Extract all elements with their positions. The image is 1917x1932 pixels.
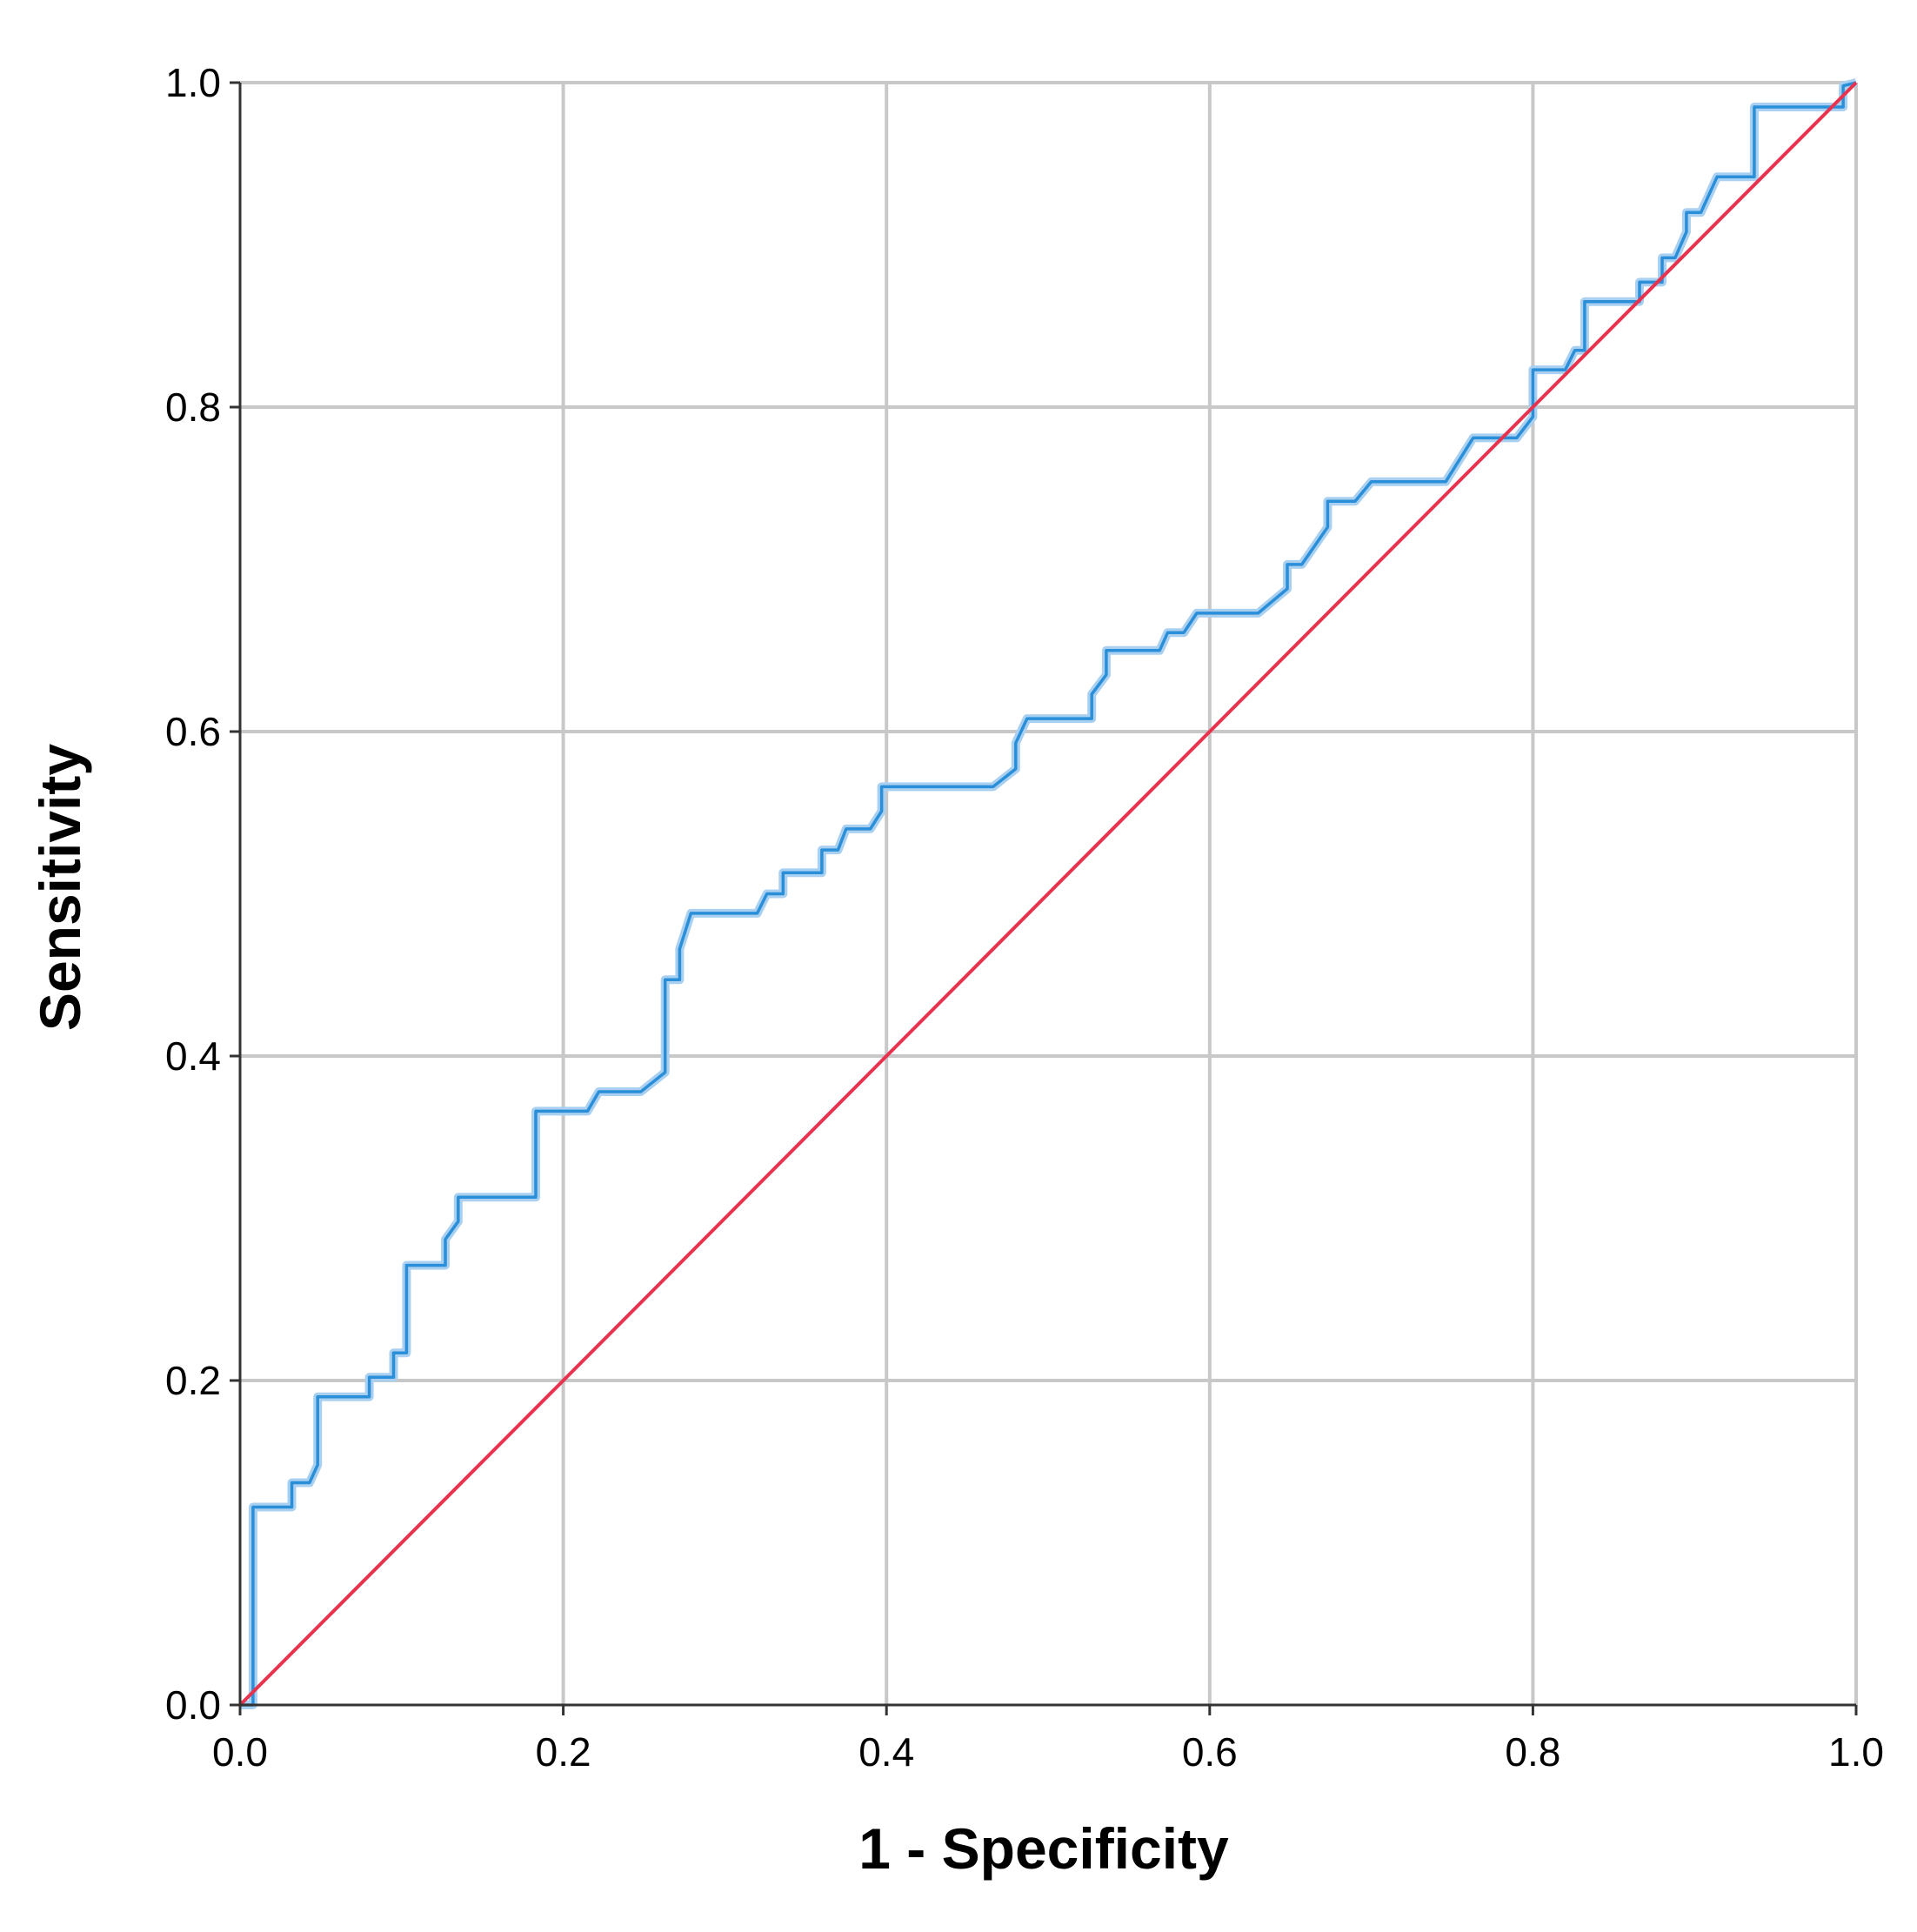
series-layer — [238, 78, 1858, 1709]
x-axis-title: 1 - Specificity — [858, 1816, 1229, 1881]
y-tick-label: 0.0 — [165, 1682, 221, 1728]
y-tick-label: 0.4 — [165, 1033, 221, 1079]
y-tick-label: 0.6 — [165, 709, 221, 754]
roc-curve-line — [240, 81, 1857, 1707]
y-axis-title: Sensitivity — [28, 744, 92, 1031]
y-tick-label: 1.0 — [165, 60, 221, 105]
tick-labels: 0.0 0.2 0.4 0.6 0.8 1.0 0.0 0.2 0.4 0.6 0.8 1.0 — [165, 60, 1884, 1775]
x-tick-label: 0.8 — [1505, 1729, 1560, 1775]
y-tick-label: 0.2 — [165, 1358, 221, 1403]
x-tick-label: 1.0 — [1828, 1729, 1884, 1775]
x-tick-label: 0.0 — [212, 1729, 268, 1775]
x-tick-label: 0.4 — [858, 1729, 914, 1775]
y-tick-label: 0.8 — [165, 384, 221, 430]
x-tick-label: 0.6 — [1182, 1729, 1238, 1775]
axes-layer — [230, 81, 1858, 1715]
reference-line — [238, 81, 1858, 1707]
x-tick-label: 0.2 — [536, 1729, 591, 1775]
grid-lines — [240, 81, 1858, 1705]
